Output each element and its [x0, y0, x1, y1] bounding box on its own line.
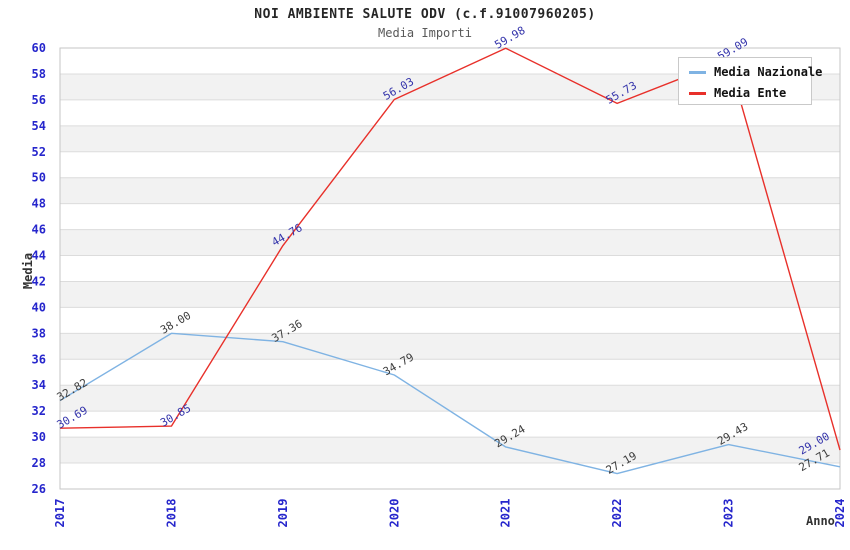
chart-title: NOI AMBIENTE SALUTE ODV (c.f.91007960205… [254, 7, 596, 22]
legend-label-media-ente: Media Ente [714, 86, 787, 100]
svg-text:58: 58 [32, 67, 46, 81]
svg-text:40: 40 [32, 300, 46, 314]
y-axis-title: Media [21, 252, 35, 290]
svg-text:2021: 2021 [499, 499, 513, 528]
svg-text:2023: 2023 [722, 499, 736, 528]
svg-text:2020: 2020 [387, 499, 401, 528]
x-axis-title: Anno [806, 514, 835, 528]
svg-text:56: 56 [32, 93, 46, 107]
svg-text:54: 54 [32, 119, 46, 133]
svg-text:34: 34 [32, 378, 46, 392]
chart-subtitle: Media Importi [378, 26, 472, 40]
svg-text:30: 30 [32, 430, 46, 444]
svg-text:2019: 2019 [276, 499, 290, 528]
legend-line-swatch-ente-icon [689, 91, 706, 95]
svg-text:46: 46 [32, 223, 46, 237]
legend-line-swatch-nazionale-icon [689, 70, 706, 74]
svg-text:2024: 2024 [833, 499, 847, 528]
svg-text:42: 42 [32, 274, 46, 288]
legend-label-media-nazionale: Media Nazionale [714, 65, 823, 79]
svg-text:2018: 2018 [164, 499, 178, 528]
svg-text:2017: 2017 [53, 499, 67, 528]
svg-text:50: 50 [32, 171, 46, 185]
svg-text:32: 32 [32, 404, 46, 418]
svg-text:52: 52 [32, 145, 46, 159]
svg-text:36: 36 [32, 352, 46, 366]
svg-text:2022: 2022 [610, 499, 624, 528]
svg-text:38: 38 [32, 326, 46, 340]
svg-text:60: 60 [32, 41, 46, 55]
legend-item-media-ente: Media Ente [689, 85, 811, 101]
svg-text:26: 26 [32, 482, 46, 496]
svg-text:44: 44 [32, 249, 46, 263]
svg-text:48: 48 [32, 197, 46, 211]
legend: Media Nazionale Media Ente [678, 57, 822, 105]
legend-item-media-nazionale: Media Nazionale [689, 64, 822, 80]
svg-text:28: 28 [32, 456, 46, 470]
